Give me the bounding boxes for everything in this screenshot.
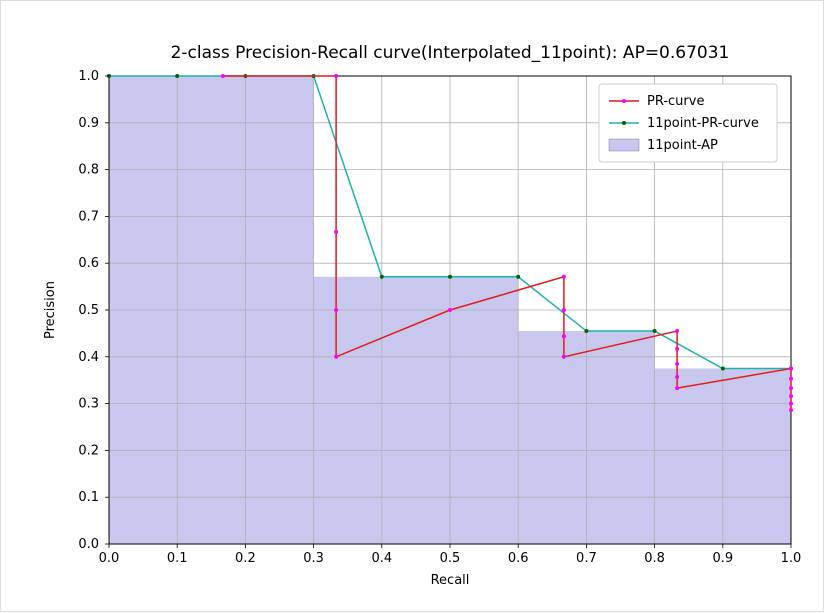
svg-text:0.9: 0.9 bbox=[712, 551, 733, 566]
legend-label: 11point-AP bbox=[647, 138, 718, 153]
svg-text:0.3: 0.3 bbox=[78, 397, 99, 412]
x-tick-labels: 0.0 0.1 0.2 0.3 0.4 0.5 0.6 0.7 0.8 0.9 1.0 bbox=[99, 544, 802, 566]
svg-text:0.2: 0.2 bbox=[235, 551, 256, 566]
legend-swatch-marker bbox=[622, 121, 626, 125]
svg-text:0.0: 0.0 bbox=[78, 537, 99, 552]
svg-text:0.1: 0.1 bbox=[167, 551, 188, 566]
svg-text:0.6: 0.6 bbox=[508, 551, 529, 566]
chart-title: 2-class Precision-Recall curve(Interpola… bbox=[171, 43, 730, 63]
svg-text:0.1: 0.1 bbox=[78, 490, 99, 505]
svg-text:1.0: 1.0 bbox=[781, 551, 802, 566]
svg-text:0.8: 0.8 bbox=[644, 551, 665, 566]
svg-text:0.0: 0.0 bbox=[99, 551, 120, 566]
svg-text:0.9: 0.9 bbox=[78, 116, 99, 131]
y-tick-labels: 0.0 0.1 0.2 0.3 0.4 0.5 0.6 0.7 0.8 0.9 1.0 bbox=[78, 69, 109, 552]
chart-container: 0.0 0.1 0.2 0.3 0.4 0.5 0.6 0.7 0.8 0.9 1.0 0.0 0.1… bbox=[0, 0, 824, 612]
legend: PR-curve 11point-PR-curve 11point-AP bbox=[599, 84, 777, 162]
legend-label: 11point-PR-curve bbox=[647, 116, 759, 131]
y-axis-label: Precision bbox=[43, 281, 58, 339]
svg-text:0.7: 0.7 bbox=[78, 209, 99, 224]
x-axis-label: Recall bbox=[431, 573, 470, 588]
legend-swatch-patch bbox=[609, 139, 639, 151]
svg-text:0.5: 0.5 bbox=[440, 551, 461, 566]
svg-text:1.0: 1.0 bbox=[78, 69, 99, 84]
svg-text:0.4: 0.4 bbox=[78, 350, 99, 365]
svg-text:0.2: 0.2 bbox=[78, 443, 99, 458]
legend-label: PR-curve bbox=[647, 94, 704, 109]
svg-text:0.5: 0.5 bbox=[78, 303, 99, 318]
svg-text:0.8: 0.8 bbox=[78, 163, 99, 178]
svg-text:0.7: 0.7 bbox=[576, 551, 597, 566]
svg-text:0.3: 0.3 bbox=[303, 551, 324, 566]
svg-text:0.4: 0.4 bbox=[371, 551, 392, 566]
legend-item-ap-fill: 11point-AP bbox=[609, 138, 718, 153]
svg-text:0.6: 0.6 bbox=[78, 256, 99, 271]
legend-swatch-marker bbox=[622, 99, 626, 103]
pr-chart: 0.0 0.1 0.2 0.3 0.4 0.5 0.6 0.7 0.8 0.9 1.0 0.0 0.1… bbox=[1, 1, 824, 613]
